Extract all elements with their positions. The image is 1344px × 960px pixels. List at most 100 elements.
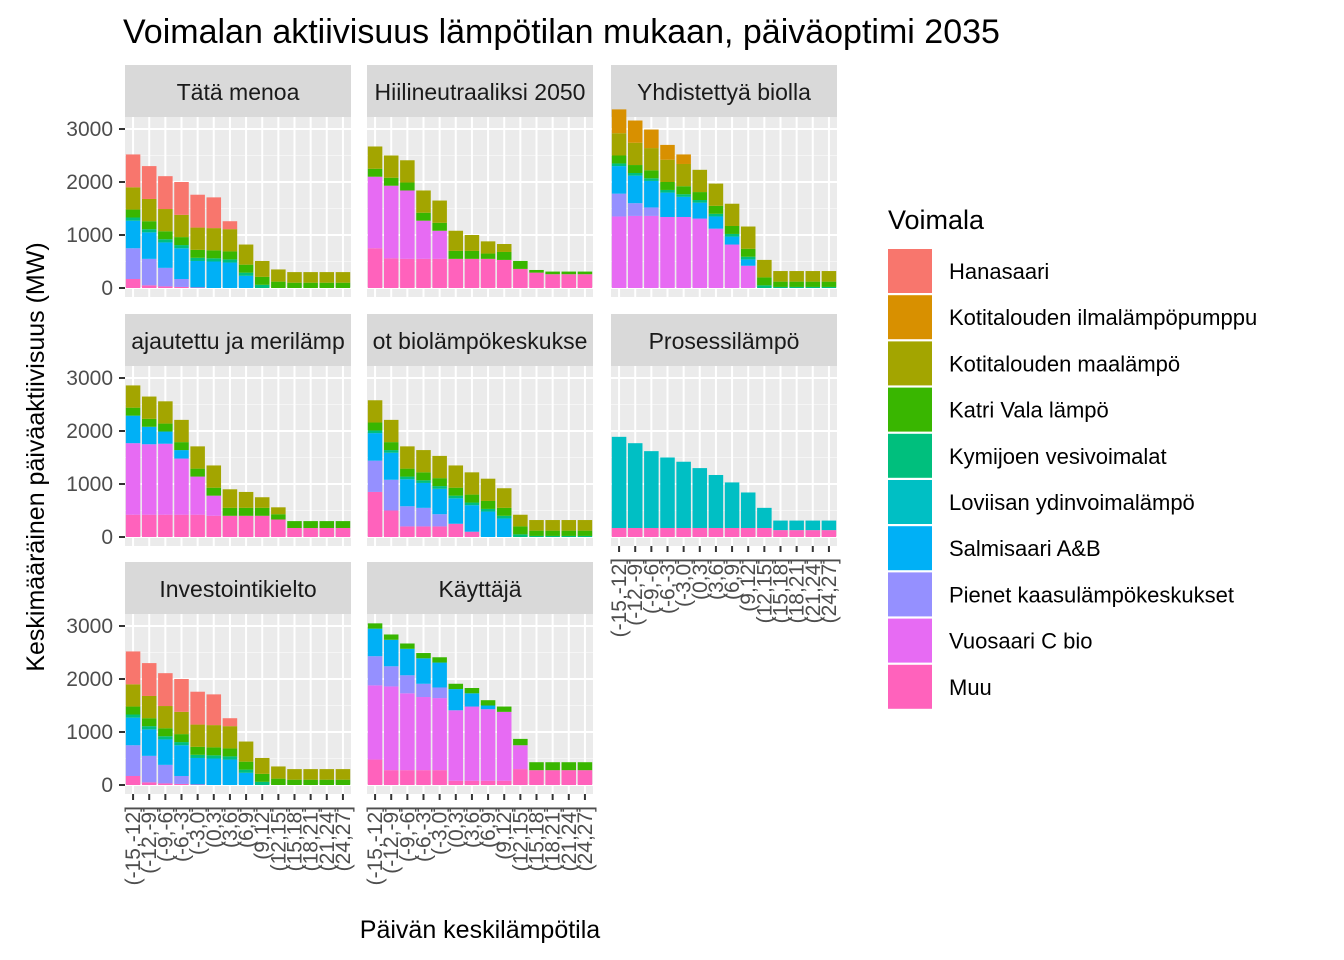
bar-segment [141,718,157,727]
bar-segment [464,472,480,495]
x-axis-tick-label: (-9,-6] [640,558,663,614]
facet-strip [125,65,351,117]
bar-segment [773,520,788,531]
bar-segment [496,780,512,785]
bar-segment [335,779,351,785]
y-axis-tick-label: 1000 [66,721,113,744]
bar-segment [271,766,286,779]
bar-segment [367,623,383,629]
bar-segment [367,685,383,760]
bar-segment [627,172,643,176]
bar-segment [141,221,157,230]
bar-segment [125,714,141,718]
bar-segment [190,784,205,785]
bar-segment [821,271,837,282]
bar-segment [383,686,399,771]
bar-segment [141,166,157,199]
bar-segment [529,530,544,536]
facet-strip [367,562,593,614]
bar-segment [676,461,691,528]
bar-segment [174,419,189,443]
facet-strip [125,562,351,614]
y-axis-tick-label: 3000 [66,118,113,141]
bar-segment [805,286,821,288]
bar-segment [545,535,560,537]
x-axis-tick-label: (21,24] [316,806,339,871]
bar-segment [335,272,351,283]
bar-segment [660,192,675,217]
bar-segment [174,442,189,451]
facet-strip-label: Hiilineutraaliksi 2050 [375,79,586,105]
bar-segment [545,530,560,536]
bar-segment [660,182,675,190]
legend-swatch [888,618,932,663]
bar-segment [577,530,593,536]
bar-segment [496,251,512,260]
bar-segment [206,465,222,488]
bar-segment [561,535,577,537]
bar-segment [757,285,772,288]
x-axis-tick-label: (-15,-12] [122,806,145,885]
bar-segment [238,244,254,265]
bar-segment [789,520,804,531]
bar-segment [383,155,399,178]
bar-segment [158,706,173,729]
bar-segment [480,253,496,259]
bar-segment [416,526,431,537]
bar-segment [125,187,141,210]
bar-segment [190,476,205,515]
y-axis-tick-label: 3000 [66,615,113,638]
x-axis-tick-label: (12,15] [267,806,290,871]
bar-segment [416,480,431,483]
bar-segment [561,762,577,771]
bar-segment [805,530,821,537]
bar-segment [821,520,837,531]
facet-strip-label: Yhdistettyä biolla [637,79,811,105]
bar-segment [611,109,627,134]
bar-segment [222,251,238,260]
bar-segment [125,651,141,685]
bar-segment [789,281,804,287]
legend: Voimala Hanasaari Kotitalouden ilmalämpöp… [888,205,1257,709]
bar-segment [254,757,270,774]
bar-segment [692,200,708,203]
bar-segment [174,775,189,784]
legend-swatch [888,526,932,571]
bar-segment [529,762,544,771]
bar-segment [676,163,691,187]
bar-segment [287,521,302,528]
bar-segment [158,209,173,232]
bar-segment [611,527,627,537]
x-axis-tick-label: (3,6] [461,806,484,848]
bar-segment [158,673,173,707]
bar-segment [480,500,496,509]
x-axis-tick-label: (24,27] [818,558,841,623]
x-axis-title: Päivän keskilämpötila [360,916,600,944]
bar-segment [206,258,222,262]
bar-segment [367,656,383,686]
legend-swatch [888,341,932,386]
bar-segment [545,274,560,288]
bar-segment [287,282,302,288]
bar-segment [724,527,740,537]
bar-segment [480,705,496,710]
bar-segment [740,259,756,266]
bar-segment [367,491,383,537]
bar-segment [660,457,675,528]
bar-segment [416,190,431,213]
bar-segment [158,242,173,268]
bar-segment [141,285,157,288]
bar-segment [464,693,480,707]
bar-segment [611,436,627,528]
bar-segment [561,274,577,288]
bar-segment [400,526,415,537]
bar-segment [158,443,173,515]
bar-segment [222,759,238,785]
legend-item-label: Loviisan ydinvoimalämpö [949,490,1195,515]
bar-segment [238,741,254,762]
bar-segment [174,245,189,249]
bar-segment [448,710,464,781]
legend-swatch [888,295,932,340]
bar-segment [303,521,318,528]
bar-segment [676,527,691,537]
